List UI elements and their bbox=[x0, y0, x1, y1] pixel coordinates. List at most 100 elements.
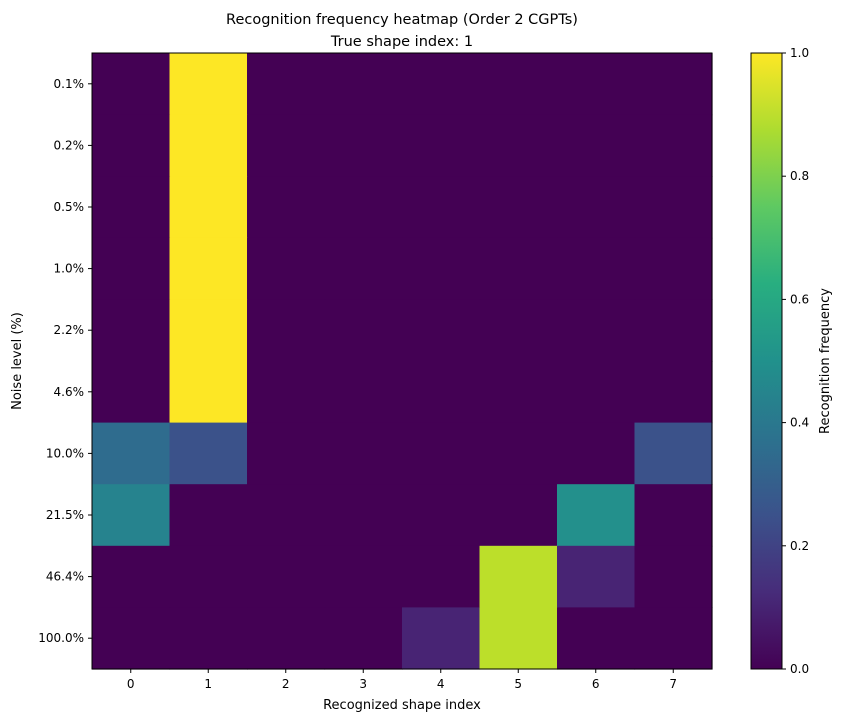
y-tick-label: 100.0% bbox=[38, 631, 84, 645]
heatmap-cell bbox=[324, 607, 403, 670]
heatmap-cell bbox=[402, 361, 481, 424]
y-tick-label: 21.5% bbox=[46, 508, 84, 522]
heatmap-cell bbox=[92, 484, 171, 547]
heatmap-cell bbox=[634, 299, 713, 362]
x-tick-label: 2 bbox=[282, 677, 290, 691]
heatmap-cell bbox=[634, 607, 713, 670]
heatmap-cell bbox=[402, 237, 481, 300]
heatmap-cell bbox=[557, 299, 636, 362]
heatmap-cell bbox=[247, 176, 326, 239]
heatmap-cell bbox=[324, 422, 403, 485]
heatmap-cell bbox=[324, 361, 403, 424]
heatmap-cell bbox=[169, 607, 248, 670]
heatmap-cell bbox=[324, 299, 403, 362]
y-axis-ticks: 0.1% 0.2% 0.5% 1.0% 2.2% 4.6% 10.0% 21.5% 46.4% 1… bbox=[38, 77, 92, 645]
heatmap-cell bbox=[169, 237, 248, 300]
x-tick-label: 3 bbox=[359, 677, 367, 691]
heatmap-cell bbox=[247, 237, 326, 300]
heatmap-cell bbox=[324, 545, 403, 608]
heatmap-cell bbox=[169, 53, 248, 116]
heatmap-cell bbox=[92, 545, 171, 608]
heatmap-cell bbox=[402, 545, 481, 608]
heatmap-cell bbox=[169, 422, 248, 485]
heatmap-cell bbox=[557, 114, 636, 177]
heatmap-cell bbox=[247, 114, 326, 177]
heatmap-cell bbox=[92, 607, 171, 670]
heatmap-cell bbox=[557, 53, 636, 116]
heatmap-cell bbox=[169, 484, 248, 547]
heatmap-cell bbox=[557, 607, 636, 670]
heatmap-cell bbox=[169, 545, 248, 608]
heatmap-cell bbox=[634, 484, 713, 547]
y-tick-label: 0.2% bbox=[54, 138, 85, 152]
y-tick-label: 1.0% bbox=[54, 262, 85, 276]
heatmap-cell bbox=[324, 237, 403, 300]
x-axis-label: Recognized shape index bbox=[323, 698, 481, 713]
colorbar-tick-label: 0.2 bbox=[790, 539, 809, 553]
heatmap-cell bbox=[402, 176, 481, 239]
heatmap-cell bbox=[324, 53, 403, 116]
colorbar-tick-label: 0.0 bbox=[790, 662, 809, 676]
heatmap-cell bbox=[247, 422, 326, 485]
heatmap-cell bbox=[247, 484, 326, 547]
heatmap-cells bbox=[92, 53, 713, 670]
heatmap-cell bbox=[247, 299, 326, 362]
heatmap-cell bbox=[247, 53, 326, 116]
heatmap-cell bbox=[324, 484, 403, 547]
x-tick-label: 5 bbox=[514, 677, 522, 691]
colorbar-tick-label: 0.8 bbox=[790, 169, 809, 183]
heatmap-cell bbox=[92, 237, 171, 300]
heatmap-cell bbox=[324, 114, 403, 177]
heatmap-cell bbox=[402, 422, 481, 485]
plot-frame bbox=[91, 52, 713, 670]
heatmap-cell bbox=[402, 607, 481, 670]
heatmap-cell bbox=[402, 53, 481, 116]
y-tick-label: 2.2% bbox=[54, 323, 85, 337]
heatmap-cell bbox=[169, 361, 248, 424]
heatmap-cell bbox=[169, 299, 248, 362]
heatmap-cell bbox=[479, 545, 558, 608]
chart-title: Recognition frequency heatmap (Order 2 C… bbox=[226, 12, 578, 28]
heatmap-cell bbox=[92, 361, 171, 424]
heatmap-cell bbox=[479, 237, 558, 300]
y-tick-label: 0.1% bbox=[54, 77, 85, 91]
x-tick-label: 0 bbox=[127, 677, 135, 691]
x-tick-label: 4 bbox=[437, 677, 445, 691]
heatmap-cell bbox=[557, 176, 636, 239]
colorbar-tick-label: 0.6 bbox=[790, 292, 809, 306]
y-axis-label: Noise level (%) bbox=[10, 312, 25, 410]
colorbar-tick-label: 1.0 bbox=[790, 46, 809, 60]
y-tick-label: 10.0% bbox=[46, 446, 84, 460]
heatmap-cell bbox=[324, 176, 403, 239]
x-tick-label: 7 bbox=[669, 677, 677, 691]
heatmap-cell bbox=[557, 422, 636, 485]
colorbar-label: Recognition frequency bbox=[818, 288, 833, 434]
heatmap-cell bbox=[479, 299, 558, 362]
heatmap-cell bbox=[479, 422, 558, 485]
colorbar bbox=[750, 52, 783, 670]
heatmap-cell bbox=[92, 114, 171, 177]
heatmap-cell bbox=[634, 237, 713, 300]
heatmap-cell bbox=[479, 53, 558, 116]
heatmap-cell bbox=[634, 422, 713, 485]
heatmap-cell bbox=[247, 607, 326, 670]
heatmap-cell bbox=[92, 422, 171, 485]
heatmap-cell bbox=[634, 53, 713, 116]
heatmap-cell bbox=[634, 545, 713, 608]
heatmap-cell bbox=[169, 176, 248, 239]
heatmap-cell bbox=[557, 545, 636, 608]
heatmap-cell bbox=[557, 484, 636, 547]
heatmap-cell bbox=[479, 176, 558, 239]
heatmap-cell bbox=[479, 361, 558, 424]
heatmap-cell bbox=[634, 114, 713, 177]
y-tick-label: 46.4% bbox=[46, 570, 84, 584]
colorbar-ticks: 0.0 0.2 0.4 0.6 0.8 1.0 bbox=[782, 46, 809, 676]
heatmap-cell bbox=[247, 361, 326, 424]
heatmap-cell bbox=[92, 176, 171, 239]
heatmap-cell bbox=[479, 484, 558, 547]
heatmap-cell bbox=[402, 299, 481, 362]
colorbar-tick-label: 0.4 bbox=[790, 416, 809, 430]
heatmap-cell bbox=[402, 114, 481, 177]
heatmap-cell bbox=[92, 299, 171, 362]
